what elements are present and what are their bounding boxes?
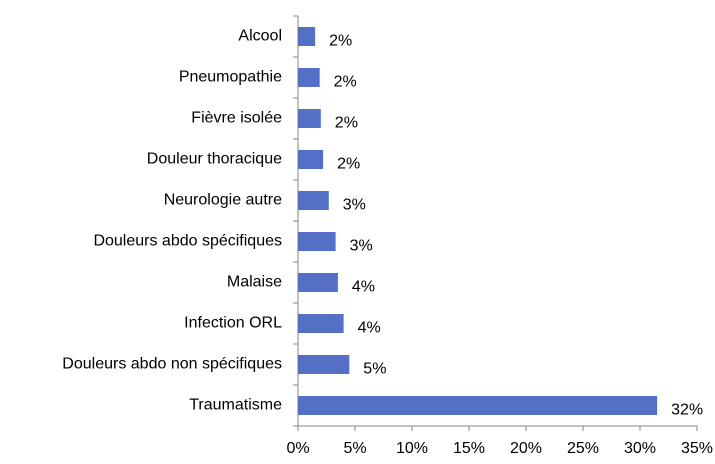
value-label: 4% <box>352 279 375 296</box>
y-tick-label: Douleurs abdo spécifiques <box>93 233 282 250</box>
value-label: 4% <box>358 320 381 337</box>
y-tick-label: Traumatisme <box>189 397 282 414</box>
x-tick-label: 20% <box>510 440 542 457</box>
bar <box>298 273 338 292</box>
y-tick-label: Fièvre isolée <box>191 110 282 127</box>
bar <box>298 109 321 128</box>
value-label: 2% <box>337 156 360 173</box>
x-tick-label: 15% <box>453 440 485 457</box>
bar <box>298 27 316 46</box>
y-tick-label: Neurologie autre <box>164 192 282 209</box>
y-tick-label: Alcool <box>238 28 282 45</box>
bar <box>298 232 336 251</box>
x-tick-label: 35% <box>681 440 713 457</box>
y-tick-label: Infection ORL <box>184 315 282 332</box>
x-tick-label: 5% <box>343 440 366 457</box>
value-label: 2% <box>335 115 358 132</box>
y-tick-label: Malaise <box>227 274 282 291</box>
x-tick-label: 0% <box>286 440 309 457</box>
bar <box>298 150 324 169</box>
bar <box>298 314 344 333</box>
value-label: 2% <box>334 74 357 91</box>
bar <box>298 68 320 87</box>
x-tick-label: 10% <box>396 440 428 457</box>
y-tick-label: Douleur thoracique <box>147 151 282 168</box>
x-tick-label: 30% <box>624 440 656 457</box>
y-tick-label: Pneumopathie <box>179 69 282 86</box>
value-label: 32% <box>671 402 703 419</box>
bar <box>298 191 329 210</box>
y-tick-label: Douleurs abdo non spécifiques <box>62 356 282 373</box>
value-label: 3% <box>343 197 366 214</box>
value-label: 3% <box>350 238 373 255</box>
bar <box>298 355 350 374</box>
bar <box>298 396 658 415</box>
value-label: 2% <box>329 33 352 50</box>
value-label: 5% <box>363 361 386 378</box>
x-tick-label: 25% <box>567 440 599 457</box>
